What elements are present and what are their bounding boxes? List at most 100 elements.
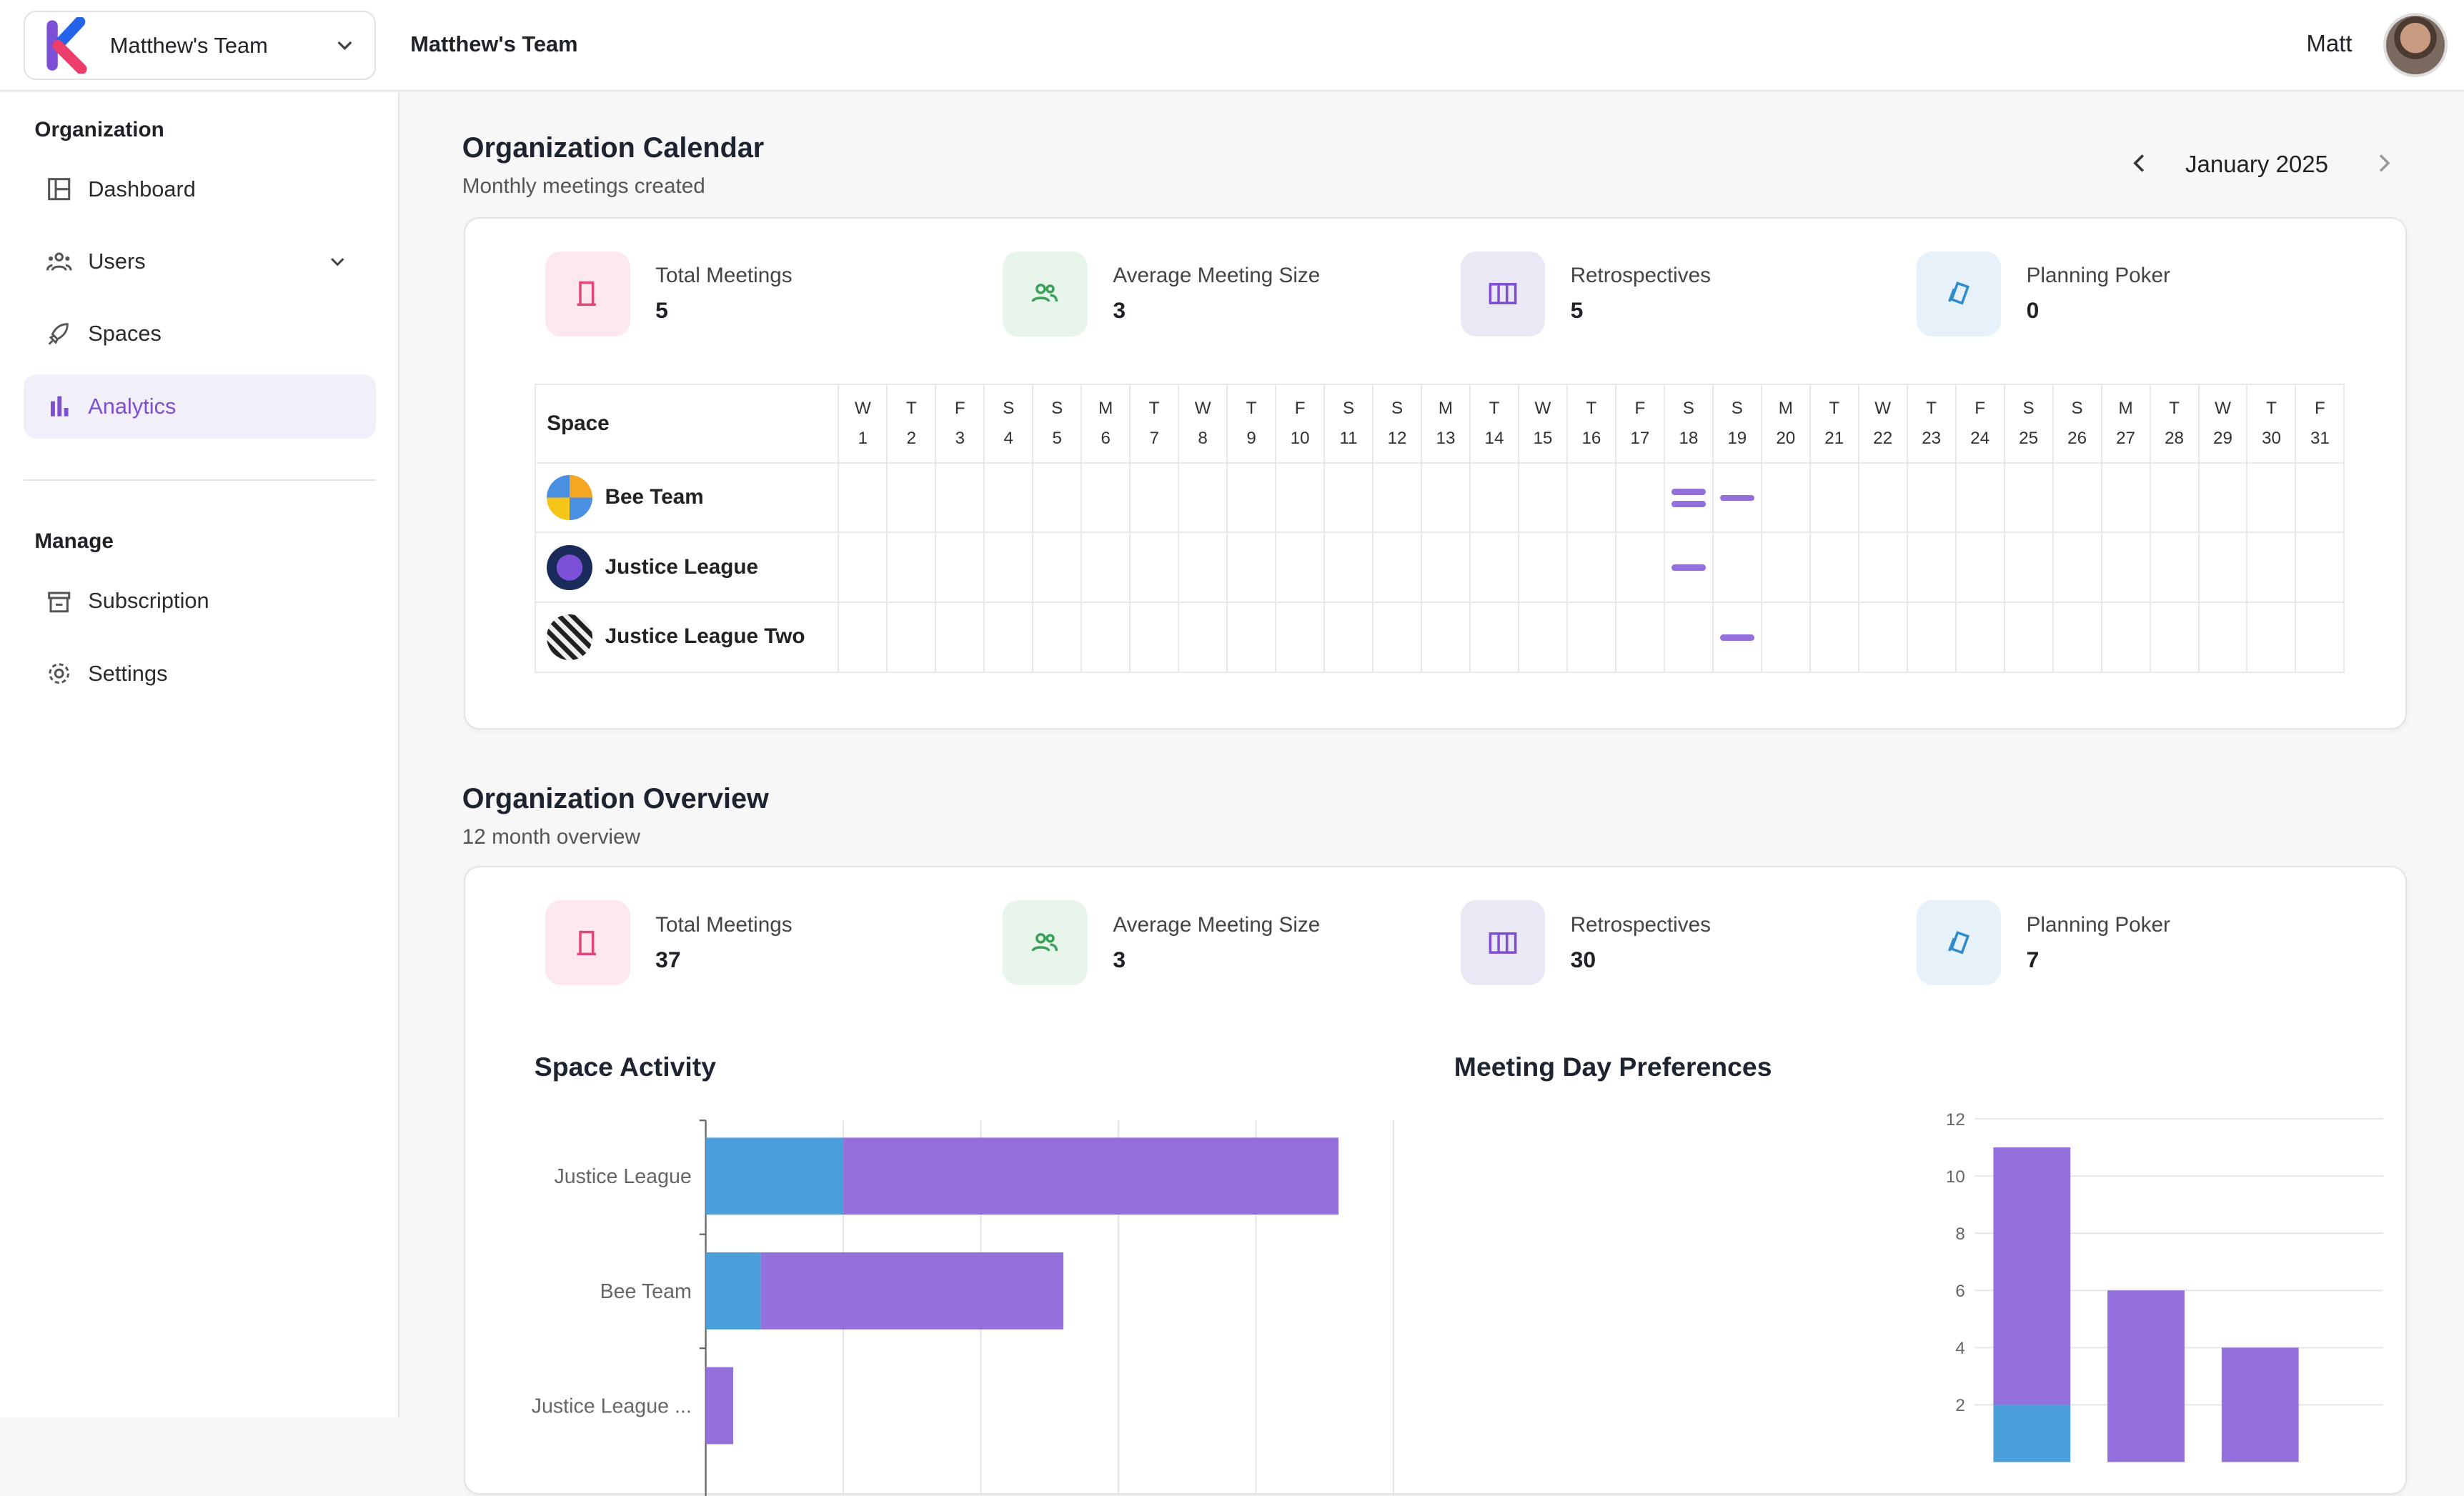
day-cell[interactable]: [2246, 462, 2297, 534]
space-cell[interactable]: Justice League Two: [534, 602, 840, 674]
sidebar-item-spaces[interactable]: Spaces: [24, 301, 376, 366]
bar-segment[interactable]: [705, 1252, 761, 1330]
day-cell[interactable]: [1712, 462, 1762, 534]
day-cell[interactable]: [2100, 532, 2151, 604]
day-cell[interactable]: [983, 602, 1034, 674]
day-cell[interactable]: [1032, 462, 1083, 534]
day-cell[interactable]: [1566, 532, 1616, 604]
bar-segment[interactable]: [2221, 1347, 2299, 1462]
day-cell[interactable]: [1226, 602, 1277, 674]
day-cell[interactable]: [1129, 602, 1180, 674]
day-cell[interactable]: [1178, 462, 1228, 534]
chevron-right-icon[interactable]: [2373, 152, 2395, 174]
day-cell[interactable]: [886, 462, 937, 534]
day-cell[interactable]: [2149, 532, 2200, 604]
day-cell[interactable]: [838, 602, 888, 674]
bar-segment[interactable]: [1993, 1405, 2071, 1462]
day-cell[interactable]: [1081, 602, 1131, 674]
day-cell[interactable]: [886, 602, 937, 674]
day-cell[interactable]: [2149, 602, 2200, 674]
meeting-bar[interactable]: [1671, 488, 1707, 495]
day-cell[interactable]: [1809, 602, 1859, 674]
bar-segment[interactable]: [1993, 1147, 2071, 1405]
bar-segment[interactable]: [760, 1252, 1064, 1330]
meeting-bar[interactable]: [1671, 501, 1707, 508]
day-cell[interactable]: [2197, 532, 2248, 604]
day-cell[interactable]: [1372, 532, 1423, 604]
day-cell[interactable]: [1906, 602, 1957, 674]
day-cell[interactable]: [1906, 532, 1957, 604]
day-cell[interactable]: [1712, 532, 1762, 604]
day-cell[interactable]: [1517, 532, 1568, 604]
day-cell[interactable]: [1809, 462, 1859, 534]
day-cell[interactable]: [2003, 462, 2054, 534]
day-cell[interactable]: [838, 462, 888, 534]
day-cell[interactable]: [1372, 602, 1423, 674]
day-cell[interactable]: [1469, 532, 1519, 604]
day-cell[interactable]: [1614, 462, 1665, 534]
day-cell[interactable]: [1954, 462, 2005, 534]
day-cell[interactable]: [1517, 462, 1568, 534]
day-cell[interactable]: [838, 532, 888, 604]
day-cell[interactable]: [1421, 532, 1471, 604]
sidebar-item-subscription[interactable]: Subscription: [24, 569, 376, 633]
chevron-down-icon[interactable]: [327, 251, 348, 272]
day-cell[interactable]: [1614, 532, 1665, 604]
day-cell[interactable]: [2003, 602, 2054, 674]
day-cell[interactable]: [2197, 602, 2248, 674]
day-cell[interactable]: [1760, 462, 1811, 534]
day-cell[interactable]: [1129, 532, 1180, 604]
day-cell[interactable]: [1906, 462, 1957, 534]
day-cell[interactable]: [2295, 532, 2345, 604]
day-cell[interactable]: [2003, 532, 2054, 604]
day-cell[interactable]: [2052, 462, 2102, 534]
day-cell[interactable]: [886, 532, 937, 604]
chevron-left-icon[interactable]: [2129, 152, 2151, 174]
day-cell[interactable]: [1760, 602, 1811, 674]
day-cell[interactable]: [1275, 532, 1326, 604]
day-cell[interactable]: [1226, 462, 1277, 534]
day-cell[interactable]: [1275, 602, 1326, 674]
day-cell[interactable]: [1566, 602, 1616, 674]
day-cell[interactable]: [1857, 602, 1908, 674]
day-cell[interactable]: [2149, 462, 2200, 534]
day-cell[interactable]: [1614, 602, 1665, 674]
day-cell[interactable]: [1809, 532, 1859, 604]
day-cell[interactable]: [983, 532, 1034, 604]
day-cell[interactable]: [2100, 462, 2151, 534]
space-cell[interactable]: Bee Team: [534, 462, 840, 534]
day-cell[interactable]: [1760, 532, 1811, 604]
day-cell[interactable]: [1323, 602, 1374, 674]
day-cell[interactable]: [1954, 532, 2005, 604]
day-cell[interactable]: [1178, 532, 1228, 604]
bar-segment[interactable]: [705, 1367, 734, 1445]
space-cell[interactable]: Justice League: [534, 532, 840, 604]
day-cell[interactable]: [935, 532, 985, 604]
day-cell[interactable]: [1372, 462, 1423, 534]
day-cell[interactable]: [1566, 462, 1616, 534]
day-cell[interactable]: [2100, 602, 2151, 674]
day-cell[interactable]: [2197, 462, 2248, 534]
day-cell[interactable]: [2295, 462, 2345, 534]
team-selector[interactable]: Matthew's Team: [24, 11, 376, 81]
sidebar-item-analytics[interactable]: Analytics: [24, 374, 376, 439]
sidebar-item-users[interactable]: Users: [24, 229, 376, 294]
day-cell[interactable]: [1469, 602, 1519, 674]
day-cell[interactable]: [1178, 602, 1228, 674]
user-avatar[interactable]: [2383, 12, 2448, 77]
day-cell[interactable]: [1663, 462, 1714, 534]
day-cell[interactable]: [1663, 602, 1714, 674]
day-cell[interactable]: [1663, 532, 1714, 604]
day-cell[interactable]: [1712, 602, 1762, 674]
day-cell[interactable]: [1275, 462, 1326, 534]
day-cell[interactable]: [2246, 532, 2297, 604]
day-cell[interactable]: [1857, 462, 1908, 534]
day-cell[interactable]: [2246, 602, 2297, 674]
day-cell[interactable]: [1081, 532, 1131, 604]
day-cell[interactable]: [1469, 462, 1519, 534]
day-cell[interactable]: [1954, 602, 2005, 674]
day-cell[interactable]: [2295, 602, 2345, 674]
meeting-bar[interactable]: [1671, 564, 1707, 572]
meeting-bar[interactable]: [1719, 494, 1754, 502]
day-cell[interactable]: [1323, 462, 1374, 534]
